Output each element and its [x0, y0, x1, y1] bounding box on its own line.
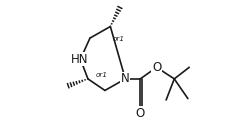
Text: or1: or1 [113, 36, 125, 42]
Text: or1: or1 [96, 72, 107, 78]
Text: O: O [136, 107, 145, 120]
Text: HN: HN [71, 53, 88, 66]
Text: O: O [152, 61, 161, 74]
Text: N: N [121, 72, 130, 85]
